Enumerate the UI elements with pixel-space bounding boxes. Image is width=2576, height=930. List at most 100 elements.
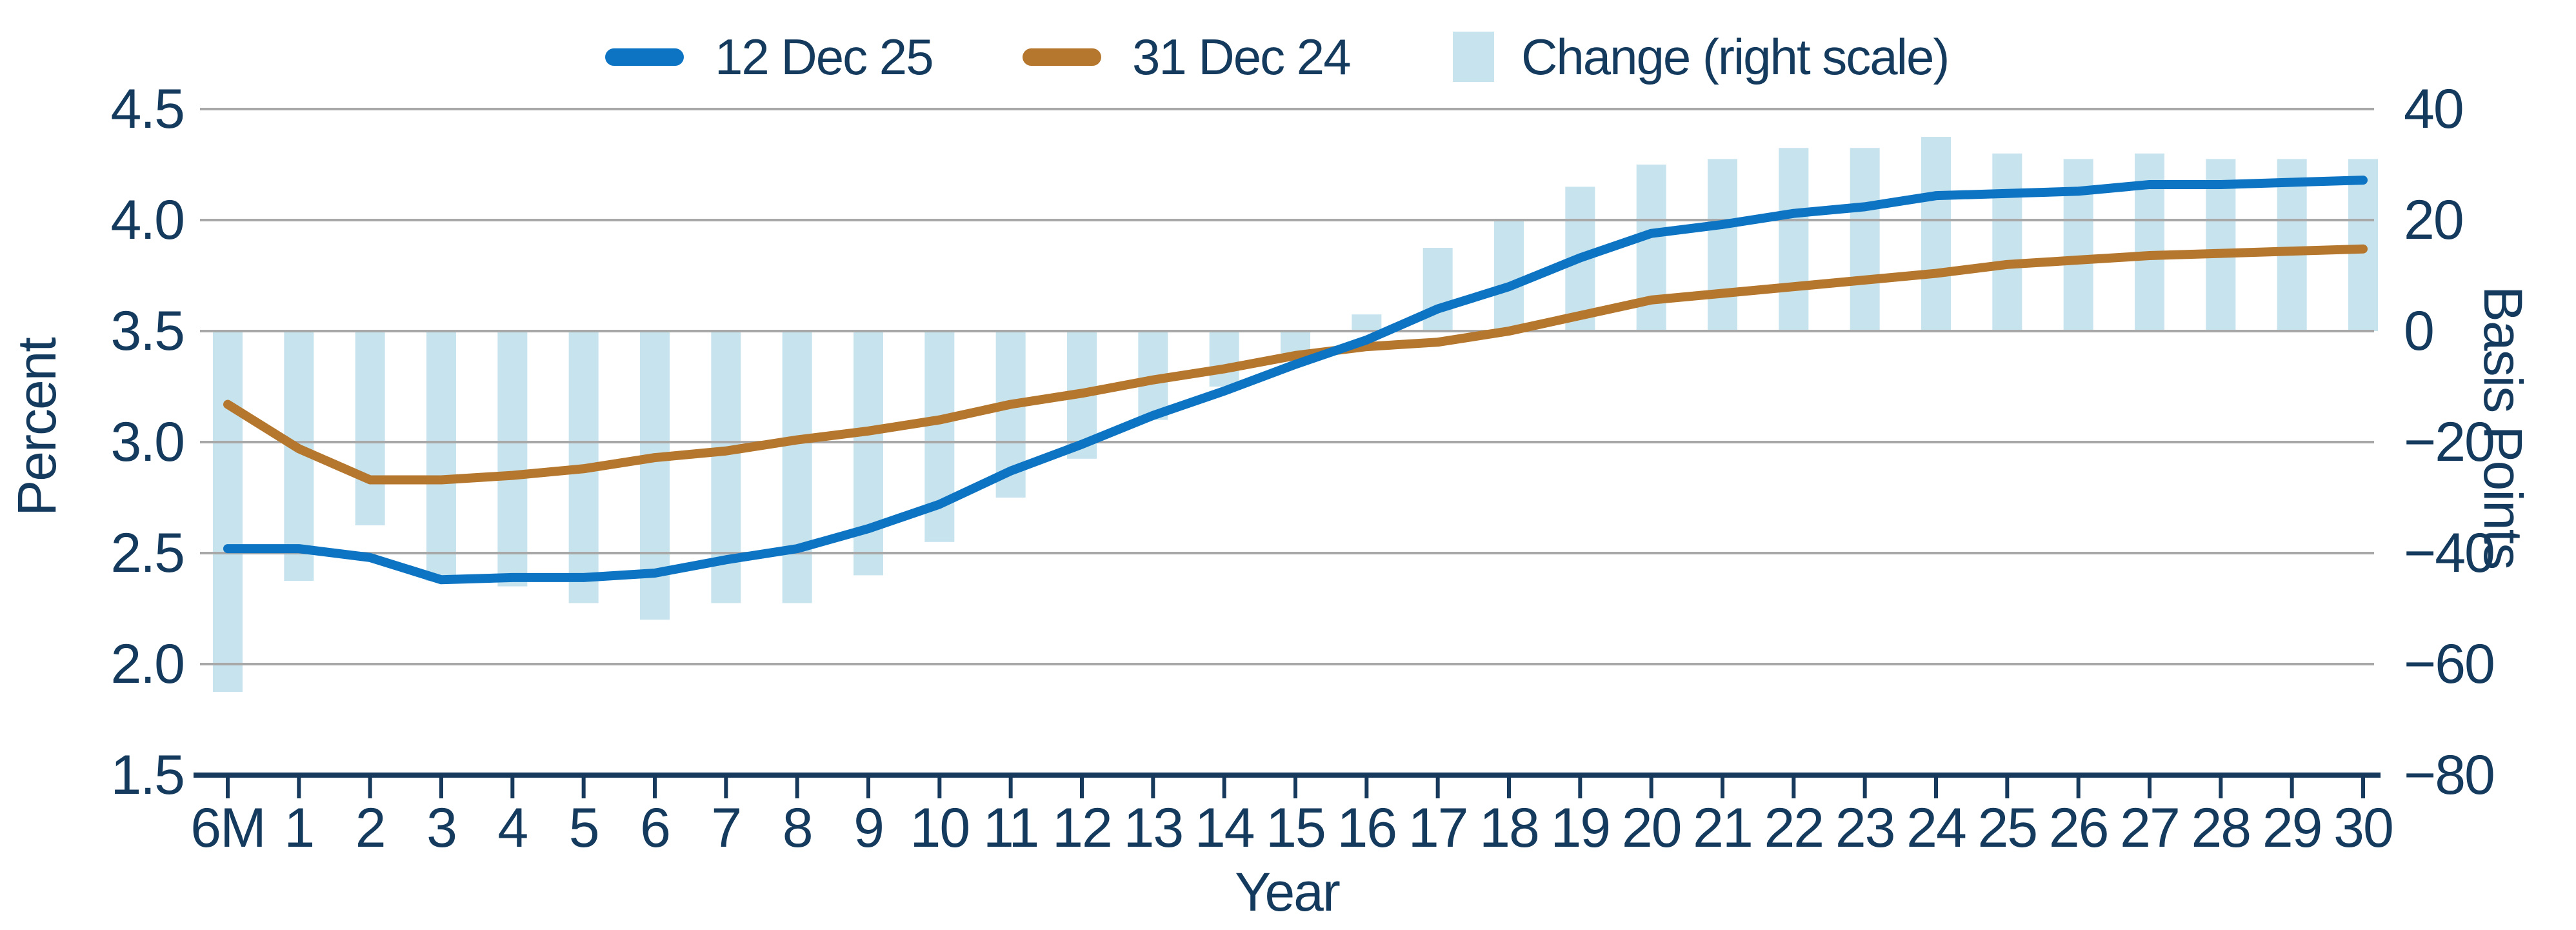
change-bar-29 [2277,159,2307,331]
x-tick-9 [866,778,870,798]
x-tick-label-4: 4 [497,797,528,859]
y-left-tick-label-2.0: 2.0 [110,633,185,695]
left-axis-title: Percent [6,338,67,516]
x-tick-25 [2005,778,2010,798]
x-tick-label-19: 19 [1550,797,1611,859]
x-tick-8 [795,778,799,798]
y-right-tick-label--20: −20 [2404,411,2495,473]
legend: 12 Dec 25 31 Dec 24 Change (right scale) [0,0,2576,103]
x-tick-label-20: 20 [1621,797,1682,859]
x-tick-30 [2361,778,2365,798]
x-tick-20 [1649,778,1653,798]
x-tick-10 [937,778,942,798]
right-axis-title: Basis Points [2473,285,2533,569]
legend-item-12-dec-25: 12 Dec 25 [605,28,934,85]
x-tick-label-24: 24 [1906,797,1967,859]
series-line-12-dec-25 [223,176,2368,585]
x-tick-label-13: 13 [1123,797,1184,859]
y-left-tick-label-4.5: 4.5 [110,78,185,140]
x-tick-7 [724,778,728,798]
x-tick-12 [1079,778,1084,798]
change-bar-16 [1352,314,1382,331]
x-tick-27 [2147,778,2152,798]
x-tick-label-9: 9 [854,797,884,859]
x-tick-label-22: 22 [1764,797,1824,859]
y-left-tick-label-3.5: 3.5 [110,300,185,362]
x-tick-label-23: 23 [1835,797,1896,859]
change-bar-24 [1921,137,1951,331]
x-tick-label-6M: 6M [190,797,266,859]
change-bar-15 [1280,331,1310,354]
x-tick-29 [2290,778,2294,798]
y-right-tick-label-40: 40 [2404,78,2464,140]
change-bar-18 [1493,220,1524,331]
change-bar-3 [426,331,456,581]
change-bar-26 [2063,159,2093,331]
x-tick-4 [510,778,515,798]
series-line-31-dec-24 [223,244,2368,485]
x-tick-label-6: 6 [640,797,671,859]
x-tick-label-15: 15 [1266,797,1326,859]
x-tick-5 [581,778,586,798]
change-bar-2 [355,331,385,525]
x-tick-label-3: 3 [426,797,457,859]
x-tick-label-29: 29 [2262,797,2323,859]
x-tick-16 [1364,778,1369,798]
x-tick-14 [1222,778,1226,798]
x-tick-label-1: 1 [284,797,315,859]
y-left-tick-label-1.5: 1.5 [110,744,185,806]
y-right-tick-label--40: −40 [2404,522,2495,584]
x-tick-label-12: 12 [1052,797,1113,859]
change-bar-6M [213,331,243,692]
x-tick-19 [1578,778,1583,798]
x-tick-24 [1933,778,1938,798]
x-tick-label-10: 10 [910,797,970,859]
x-tick-label-5: 5 [568,797,600,859]
x-tick-21 [1720,778,1724,798]
x-tick-6 [652,778,657,798]
x-tick-label-18: 18 [1479,797,1540,859]
x-tick-label-16: 16 [1337,797,1397,859]
legend-bar-swatch-change-icon [1453,32,1494,82]
y-left-tick-label-2.5: 2.5 [110,522,185,584]
x-tick-label-28: 28 [2191,797,2252,859]
x-tick-label-8: 8 [782,797,814,859]
x-tick-13 [1151,778,1155,798]
change-bar-17 [1423,248,1453,331]
x-tick-15 [1293,778,1297,798]
x-tick-label-2: 2 [355,797,386,859]
legend-label-change: Change (right scale) [1521,28,1950,85]
legend-label-12-dec-25: 12 Dec 25 [715,28,934,85]
x-tick-label-27: 27 [2120,797,2181,859]
change-bar-21 [1707,159,1737,331]
change-bar-9 [853,331,883,576]
x-tick-23 [1862,778,1867,798]
change-bar-25 [1992,153,2022,332]
x-tick-1 [297,778,301,798]
legend-item-31-dec-24: 31 Dec 24 [1023,28,1352,85]
change-bar-8 [782,331,812,603]
x-tick-label-21: 21 [1693,797,1753,859]
x-tick-26 [2076,778,2081,798]
x-tick-2 [368,778,372,798]
change-bar-23 [1850,148,1880,331]
x-tick-label-7: 7 [711,797,742,859]
x-tick-6M [226,778,230,798]
x-axis-title: Year [1235,862,1341,922]
x-axis-line [194,773,2381,778]
y-left-tick-label-4.0: 4.0 [110,189,185,251]
change-bar-4 [497,331,528,587]
x-tick-28 [2219,778,2223,798]
y-right-tick-label-20: 20 [2404,189,2464,251]
x-tick-label-26: 26 [2048,797,2110,859]
change-bar-14 [1209,331,1239,387]
legend-line-swatch-12-dec-25-icon [605,48,684,66]
y-left-tick-label-3.0: 3.0 [110,411,185,473]
x-tick-11 [1008,778,1013,798]
x-tick-3 [439,778,443,798]
legend-label-31-dec-24: 31 Dec 24 [1132,28,1352,85]
change-bar-22 [1779,148,1809,331]
legend-line-swatch-31-dec-24-icon [1023,48,1101,66]
